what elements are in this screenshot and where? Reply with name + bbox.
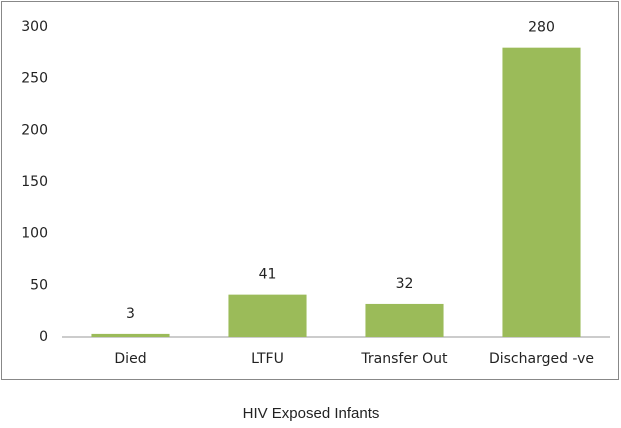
x-tick-label: Transfer Out [360,351,448,367]
x-tick-label: Discharged -ve [489,351,594,367]
x-tick-label: Died [114,351,146,367]
y-tick-label: 100 [21,226,48,242]
y-tick-label: 200 [21,122,48,138]
data-label: 280 [528,20,555,36]
data-label: 3 [126,306,135,322]
y-tick-label: 50 [30,277,48,293]
x-tick-label: LTFU [251,351,284,367]
chart-title: HIV Exposed Infants [243,405,380,422]
bar [228,294,307,337]
bar [365,303,444,337]
y-tick-label: 150 [21,174,48,190]
y-tick-label: 0 [39,329,48,345]
chart-frame [1,1,619,380]
y-tick-label: 300 [21,19,48,35]
bar [91,333,170,337]
data-label: 32 [396,276,414,292]
data-label: 41 [259,267,277,283]
bar [502,47,581,338]
y-tick-label: 250 [21,71,48,87]
